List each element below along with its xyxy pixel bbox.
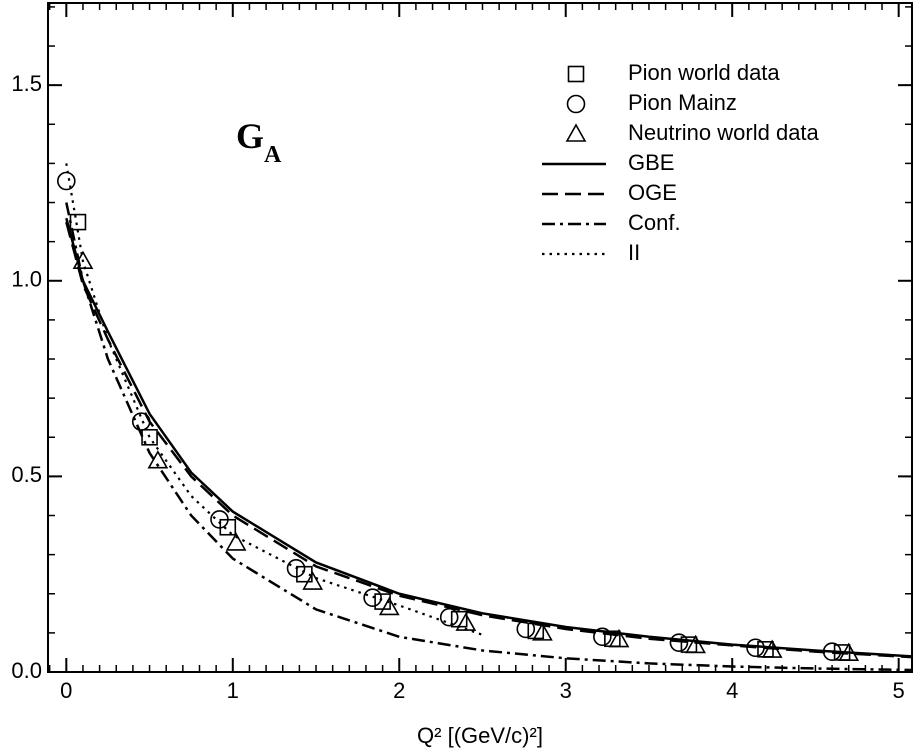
marker-triangle <box>565 123 587 142</box>
marker-circle <box>439 607 459 627</box>
legend-label: Pion Mainz <box>628 90 737 115</box>
y-tick-label: 1.0 <box>11 267 42 292</box>
marker-triangle <box>225 532 247 551</box>
marker-circle <box>669 633 689 652</box>
legend-label: Neutrino world data <box>628 120 820 145</box>
marker-circle <box>210 510 229 529</box>
y-tick-label: 0.5 <box>11 462 42 487</box>
x-tick-label: 1 <box>227 678 239 703</box>
legend-label: OGE <box>628 180 677 205</box>
marker-triangle <box>532 622 553 641</box>
marker-circle <box>363 588 382 607</box>
marker-circle <box>286 559 306 578</box>
y-tick-label: 0.0 <box>11 658 42 683</box>
line-solid <box>65 217 913 658</box>
legend-label: II <box>628 240 640 265</box>
legend-label: Conf. <box>628 210 681 235</box>
annotation-subscript: A <box>264 142 282 168</box>
x-tick-label: 0 <box>60 678 72 703</box>
line-dotted <box>65 163 483 636</box>
x-tick-label: 2 <box>393 678 405 703</box>
legend-label: GBE <box>628 150 674 175</box>
marker-square <box>567 65 585 83</box>
marker-circle <box>593 627 612 647</box>
x-axis-label: Q² [(GeV/c)²] <box>417 723 543 748</box>
x-tick-label: 5 <box>893 678 905 703</box>
marker-triangle <box>608 628 630 648</box>
annotation-text: G <box>236 116 264 156</box>
line-dashdot <box>65 202 913 672</box>
marker-square <box>141 428 158 446</box>
annotation: GA <box>236 116 282 167</box>
marker-square <box>69 213 87 231</box>
line-dashed <box>65 221 913 659</box>
x-tick-label: 3 <box>560 678 572 703</box>
marker-circle <box>566 94 586 114</box>
marker-triangle <box>378 596 400 616</box>
marker-circle <box>57 171 76 191</box>
x-tick-label: 4 <box>726 678 738 703</box>
plot-frame <box>47 2 913 673</box>
y-tick-label: 1.5 <box>11 71 42 96</box>
marker-triangle <box>685 634 706 654</box>
legend-label: Pion world data <box>628 60 780 85</box>
marker-triangle <box>302 571 324 590</box>
